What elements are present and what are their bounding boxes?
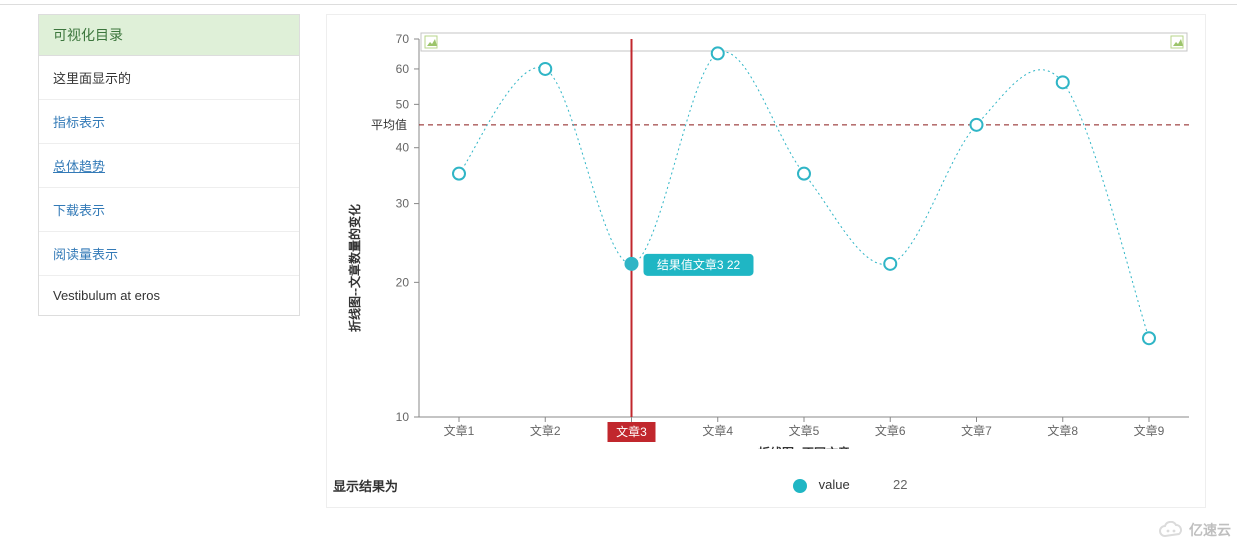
sidebar-item-trend[interactable]: 总体趋势 xyxy=(39,144,299,188)
svg-text:70: 70 xyxy=(396,32,410,46)
legend-value: 22 xyxy=(893,477,907,492)
svg-text:30: 30 xyxy=(396,197,410,211)
svg-text:文章6: 文章6 xyxy=(875,423,906,438)
result-row: 显示结果为 value 22 xyxy=(333,467,1199,503)
svg-text:折线图--不同文章: 折线图--不同文章 xyxy=(758,445,850,449)
sidebar-title: 可视化目录 xyxy=(39,15,299,56)
sidebar-item-reads[interactable]: 阅读量表示 xyxy=(39,232,299,276)
svg-text:文章4: 文章4 xyxy=(702,423,733,438)
sidebar-item-metrics[interactable]: 指标表示 xyxy=(39,100,299,144)
legend-label: value xyxy=(819,477,850,492)
svg-text:文章1: 文章1 xyxy=(444,423,475,438)
svg-text:50: 50 xyxy=(396,97,410,111)
chart-panel: 10 20 30 40 50 60 70 平均值折线图--文章数量的变化文章1 文章2 文章3 文章… xyxy=(326,14,1206,508)
svg-text:文章7: 文章7 xyxy=(961,423,992,438)
svg-text:文章9: 文章9 xyxy=(1134,423,1165,438)
svg-text:文章8: 文章8 xyxy=(1047,423,1078,438)
sidebar-static-note: 这里面显示的 xyxy=(39,56,299,100)
svg-text:20: 20 xyxy=(396,275,410,289)
svg-text:10: 10 xyxy=(396,410,410,424)
legend-swatch-icon xyxy=(793,479,807,493)
sidebar-item-vestibulum[interactable]: Vestibulum at eros xyxy=(39,276,299,315)
line-chart[interactable]: 10 20 30 40 50 60 70 平均值折线图--文章数量的变化文章1 文章2 文章3 文章… xyxy=(327,19,1207,459)
svg-text:平均值: 平均值 xyxy=(371,117,407,132)
svg-text:文章5: 文章5 xyxy=(789,423,820,438)
svg-text:60: 60 xyxy=(396,62,410,76)
watermark-text: 亿速云 xyxy=(1189,520,1231,540)
sidebar-item-downloads[interactable]: 下载表示 xyxy=(39,188,299,232)
sidebar: 可视化目录 这里面显示的 指标表示 总体趋势 下载表示 阅读量表示 Vestib… xyxy=(38,14,300,316)
legend-item: value xyxy=(793,477,850,493)
svg-text:折线图--文章数量的变化: 折线图--文章数量的变化 xyxy=(347,204,362,332)
cloud-icon xyxy=(1157,521,1185,539)
svg-text:文章2: 文章2 xyxy=(530,423,561,438)
svg-text:结果值文章3 22: 结果值文章3 22 xyxy=(657,257,741,272)
svg-text:文章3: 文章3 xyxy=(616,424,647,439)
svg-text:40: 40 xyxy=(396,141,410,155)
result-label: 显示结果为 xyxy=(333,476,398,495)
watermark: 亿速云 xyxy=(1157,520,1231,540)
